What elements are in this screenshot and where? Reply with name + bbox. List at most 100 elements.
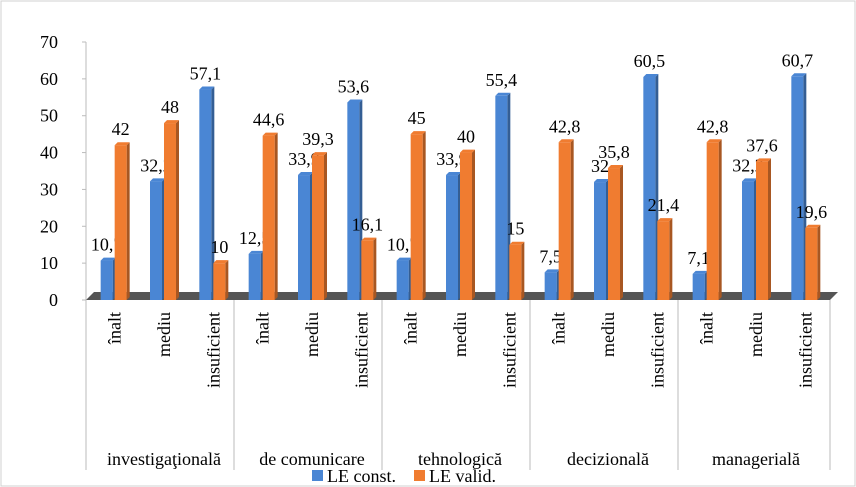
bar-top <box>100 257 116 261</box>
value-label: 53,6 <box>338 76 370 96</box>
bar-side <box>669 218 673 300</box>
bar <box>657 221 670 300</box>
bar-side <box>225 260 229 300</box>
bar <box>312 155 324 300</box>
bar-top <box>756 158 771 162</box>
bar-side <box>274 132 278 300</box>
legend-swatch <box>312 470 323 481</box>
bar-top <box>298 172 313 176</box>
bar <box>347 102 360 301</box>
bar <box>558 142 571 300</box>
bar <box>692 273 705 300</box>
bar-side <box>768 158 771 300</box>
x-tick-label: înalt <box>401 312 421 345</box>
value-label: 42,8 <box>549 116 581 136</box>
bar <box>742 181 754 300</box>
bar-top <box>805 224 821 228</box>
bar-top <box>495 92 511 96</box>
y-tick-label: 60 <box>40 69 58 89</box>
bar-side <box>422 131 426 300</box>
value-label: 33,9 <box>436 149 468 169</box>
bar-top <box>446 172 461 176</box>
y-tick-label: 70 <box>40 32 58 52</box>
group-label: tehnologică <box>418 449 502 469</box>
value-label: 12,5 <box>239 228 271 248</box>
group-label: managerială <box>712 449 800 469</box>
bar-side <box>126 142 130 300</box>
x-tick-label: insuficient <box>203 312 223 388</box>
value-label: 39,3 <box>302 129 334 149</box>
x-tick-label: mediu <box>302 312 322 357</box>
x-tick-label: insuficient <box>795 312 815 388</box>
value-label: 40 <box>457 127 475 147</box>
bar <box>114 145 127 300</box>
y-tick-label: 10 <box>40 253 58 273</box>
bar-top <box>347 99 363 103</box>
x-tick-label: înalt <box>549 312 569 345</box>
bar <box>248 253 261 300</box>
x-tick-label: insuficient <box>351 312 371 388</box>
bar <box>594 182 606 300</box>
value-label: 44,6 <box>253 110 285 130</box>
x-tick-label: mediu <box>450 312 470 357</box>
value-label: 35,8 <box>598 142 630 162</box>
value-label: 32,2 <box>732 155 764 175</box>
bar-top <box>248 250 264 254</box>
bar-side <box>373 237 377 300</box>
bar-top <box>312 152 327 156</box>
value-label: 33,9 <box>288 149 320 169</box>
bar-top <box>410 131 426 135</box>
bar <box>199 89 212 300</box>
value-label: 21,4 <box>648 195 680 215</box>
bar-top <box>213 260 229 264</box>
bar-side <box>472 149 475 300</box>
y-tick-label: 40 <box>40 143 58 163</box>
bar-side <box>718 139 722 300</box>
value-label: 45 <box>408 108 426 128</box>
bar <box>756 161 768 300</box>
bar <box>298 175 310 300</box>
bar <box>791 76 804 300</box>
value-label: 60,5 <box>634 51 666 71</box>
bar-top <box>643 74 659 78</box>
x-tick-label: înalt <box>253 312 273 345</box>
value-label: 57,1 <box>190 64 222 84</box>
bar-top <box>791 73 807 77</box>
value-label: 7,5 <box>539 246 562 266</box>
bar <box>805 227 818 300</box>
bar-side <box>176 120 179 300</box>
bar <box>509 244 522 300</box>
bar-top <box>509 241 525 245</box>
bar <box>706 142 719 300</box>
bar-top <box>742 178 757 182</box>
bar <box>460 152 472 300</box>
value-label: 32,2 <box>140 155 172 175</box>
bar-top <box>608 165 623 169</box>
bar-top <box>199 86 215 90</box>
value-label: 16,1 <box>352 215 384 235</box>
bar-top <box>692 270 708 274</box>
legend-label: LE const. <box>327 466 396 486</box>
x-tick-label: mediu <box>598 312 618 357</box>
value-label: 42 <box>112 119 130 139</box>
bar-top <box>396 257 412 261</box>
value-label: 7,1 <box>687 248 710 268</box>
value-label: 10 <box>210 237 228 257</box>
bar-side <box>521 241 525 300</box>
group-label: de comunicare <box>259 449 364 469</box>
x-tick-label: înalt <box>105 312 125 345</box>
value-label: 10,7 <box>91 235 123 255</box>
bar <box>410 134 423 300</box>
y-tick-label: 20 <box>40 216 58 236</box>
value-label: 60,7 <box>782 50 814 70</box>
bar-side <box>211 86 215 300</box>
bar-top <box>706 139 722 143</box>
bar <box>100 260 113 300</box>
bar <box>150 181 162 300</box>
bar <box>495 95 508 300</box>
bar-side <box>570 139 574 300</box>
bar <box>262 135 275 300</box>
value-label: 19,6 <box>796 202 828 222</box>
bar <box>164 123 176 300</box>
